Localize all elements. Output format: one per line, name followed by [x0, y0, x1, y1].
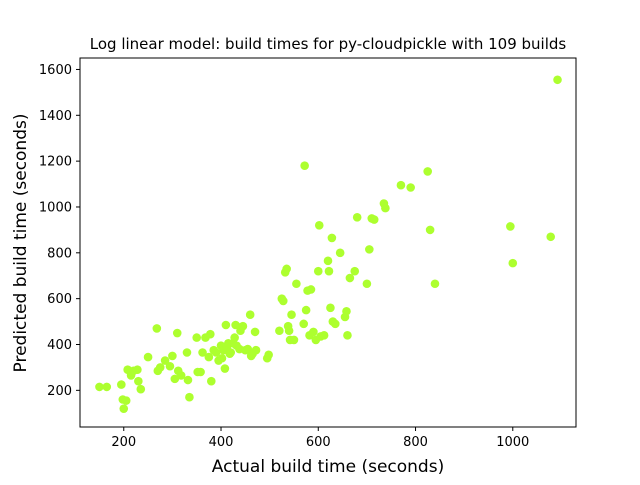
data-point — [251, 345, 261, 355]
data-point — [264, 350, 273, 360]
data-point — [206, 376, 216, 386]
data-point — [133, 365, 142, 375]
data-point — [217, 353, 227, 363]
data-point — [192, 333, 202, 342]
y-tick-label: 1400 — [39, 109, 72, 124]
data-point — [160, 356, 170, 365]
chart-title: Log linear model: build times for py-clo… — [90, 35, 567, 53]
data-point — [327, 233, 337, 243]
data-point — [343, 331, 352, 340]
data-point — [365, 245, 374, 254]
data-point — [362, 279, 372, 289]
data-point — [508, 258, 518, 268]
data-point — [289, 335, 299, 345]
data-point — [176, 371, 186, 380]
data-point — [306, 285, 316, 294]
x-tick-label: 800 — [403, 435, 428, 450]
data-point — [165, 361, 175, 371]
y-tick-label: 600 — [47, 292, 72, 307]
y-tick-label: 400 — [47, 338, 72, 353]
data-point — [323, 256, 333, 266]
data-point — [168, 351, 177, 361]
data-point — [506, 222, 515, 231]
x-tick-label: 400 — [209, 435, 234, 450]
data-point — [245, 310, 255, 320]
x-tick-label: 200 — [111, 435, 136, 450]
data-point — [300, 161, 309, 171]
y-tick-label: 1200 — [39, 155, 72, 170]
data-point — [330, 319, 340, 329]
y-tick-label: 200 — [47, 384, 72, 399]
data-point — [546, 232, 556, 242]
x-tick-label: 1000 — [496, 435, 529, 450]
y-tick-label: 1000 — [39, 200, 72, 215]
data-point — [143, 352, 153, 362]
data-point — [326, 303, 335, 313]
data-point — [287, 310, 296, 320]
data-point — [119, 404, 129, 413]
data-point — [206, 329, 215, 339]
data-point — [299, 319, 308, 329]
data-point — [102, 382, 112, 392]
data-point — [95, 382, 104, 392]
data-point — [282, 264, 291, 274]
data-point — [136, 384, 146, 394]
data-point — [204, 352, 214, 362]
data-point — [369, 215, 379, 224]
x-axis-label: Actual build time (seconds) — [212, 457, 444, 477]
data-point — [183, 375, 193, 385]
data-point — [221, 320, 231, 330]
data-point — [313, 266, 323, 276]
data-point — [350, 266, 360, 276]
data-point — [196, 367, 205, 377]
data-point — [238, 321, 248, 331]
y-tick-label: 1600 — [39, 63, 72, 78]
data-point — [406, 183, 415, 192]
data-points — [95, 75, 562, 413]
data-point — [185, 392, 194, 402]
data-point — [553, 75, 562, 85]
y-axis-ticks: 200 400 600 800 1000 1200 1400 1600 — [39, 63, 80, 399]
data-point — [211, 348, 221, 357]
data-point — [396, 180, 406, 190]
data-point — [155, 363, 165, 372]
y-tick-label: 800 — [47, 246, 72, 261]
data-point — [345, 273, 355, 283]
data-point — [381, 203, 390, 213]
data-point — [275, 326, 284, 336]
data-point — [430, 279, 440, 289]
data-point — [314, 221, 324, 230]
data-point — [121, 396, 131, 405]
data-point — [319, 331, 329, 340]
data-point — [342, 306, 351, 316]
data-point — [172, 328, 182, 338]
data-point — [231, 320, 240, 330]
data-point — [352, 212, 362, 222]
data-point — [324, 266, 334, 276]
data-point — [284, 326, 294, 336]
data-point — [423, 167, 432, 176]
data-point — [220, 364, 230, 373]
data-point — [117, 380, 126, 389]
x-axis-ticks: 200 400 600 800 1000 — [111, 427, 529, 450]
data-point — [309, 327, 318, 337]
data-point — [335, 248, 345, 258]
x-tick-label: 600 — [306, 435, 331, 450]
plot-area-frame — [79, 57, 577, 428]
data-point — [230, 333, 239, 342]
data-point — [226, 348, 236, 357]
data-point — [301, 305, 311, 315]
data-point — [134, 376, 143, 386]
y-axis-label: Predicted build time (seconds) — [11, 114, 31, 373]
data-point — [182, 348, 192, 357]
data-point — [250, 327, 260, 337]
data-point — [170, 374, 180, 384]
data-point — [198, 348, 207, 357]
data-point — [425, 225, 435, 235]
data-point — [278, 296, 288, 306]
data-point — [152, 324, 162, 333]
data-point — [292, 279, 301, 289]
